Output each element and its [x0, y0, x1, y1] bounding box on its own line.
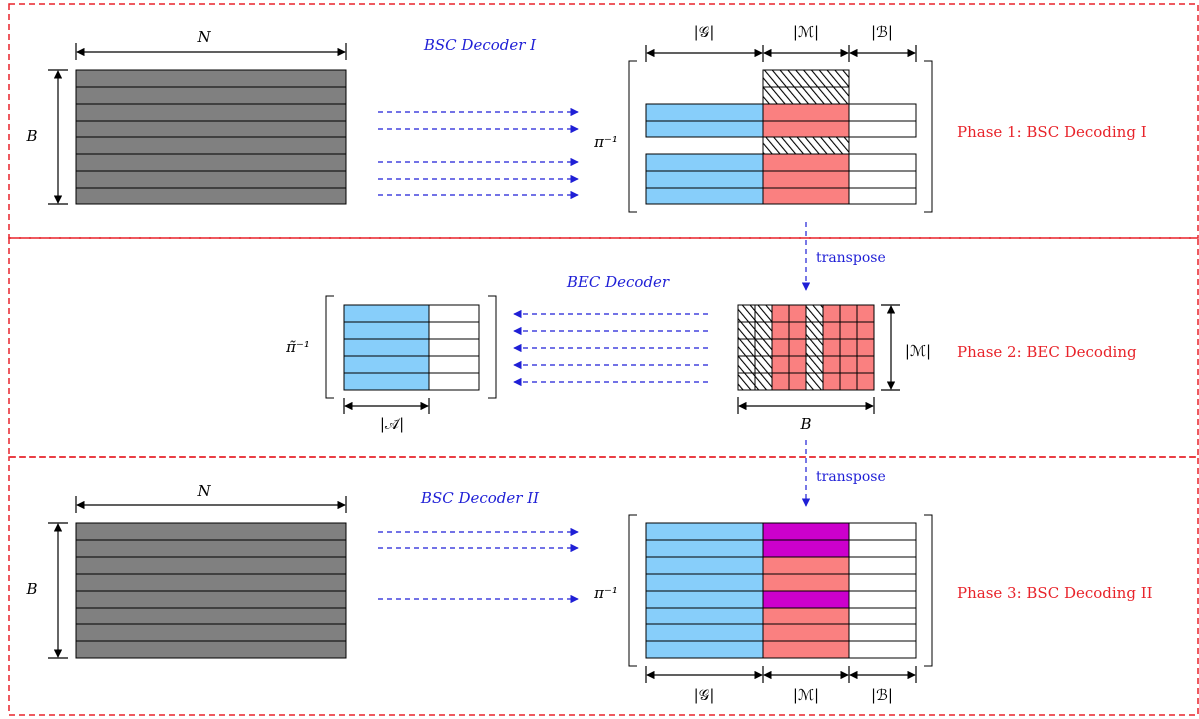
- phase-borders: [8, 3, 1199, 716]
- phase-3-dim-arrows: [48, 496, 347, 659]
- phase-1-input-block: [75, 69, 347, 205]
- phase-1-b-label: B: [25, 127, 37, 145]
- phase-1-permutation-label: π⁻¹: [593, 133, 618, 151]
- phase-1-border: [8, 3, 1199, 239]
- phase-3-permutation-label: π⁻¹: [593, 584, 618, 602]
- phase-2-height-dim: [881, 304, 900, 391]
- phase-3-border: [8, 456, 1199, 716]
- phase-2-label: Phase 2: BEC Decoding: [957, 343, 1137, 361]
- phase-3-n-label: N: [196, 482, 211, 500]
- phase-1: N B BSC Decoder I: [25, 23, 1147, 213]
- transpose-arrow-1: transpose: [801, 222, 886, 291]
- phase-3-decoder-label: BSC Decoder II: [420, 489, 540, 507]
- phase-2-matrix-brackets: [325, 295, 497, 399]
- phase-2-decoder-arrows: [513, 309, 708, 387]
- phase-2-input-block: [737, 304, 875, 391]
- phase-3-matrix-brackets: [628, 514, 933, 667]
- phase-1-bad-label: |ℬ|: [871, 23, 893, 41]
- phase-2-output-matrix: [343, 304, 480, 391]
- phase-3-input-block: [75, 522, 347, 659]
- phase-1-n-label: N: [196, 28, 211, 46]
- phase-3-b-label: B: [25, 580, 37, 598]
- phase-1-label: Phase 1: BSC Decoding I: [957, 123, 1147, 141]
- phase-1-decoder-label: BSC Decoder I: [423, 36, 537, 54]
- phase-2-bottom-dim: [737, 397, 875, 414]
- phase-3-middle-label: |ℳ|: [793, 686, 819, 704]
- phase-3-output-matrix: [645, 522, 917, 659]
- phase-2: π̃⁻¹ |𝒜̃| BEC Decoder: [285, 273, 1137, 433]
- phase-3-column-dims: [645, 666, 917, 683]
- phase-1-matrix-brackets: [628, 60, 933, 213]
- phase-2-width-label: |𝒜̃|: [380, 415, 404, 433]
- phase-1-dim-arrows: [48, 43, 347, 205]
- phase-1-middle-label: |ℳ|: [793, 23, 819, 41]
- phase-3-label: Phase 3: BSC Decoding II: [957, 584, 1153, 602]
- phase-1-output-matrix: [645, 69, 917, 205]
- transpose-label-2: transpose: [816, 469, 886, 485]
- phase-2-decoder-label: BEC Decoder: [566, 273, 670, 291]
- transpose-label-1: transpose: [816, 250, 886, 266]
- phase-2-bottom-label: B: [799, 415, 811, 433]
- phase-3-good-label: |𝒢|: [694, 686, 715, 704]
- phase-1-decoder-arrows: [378, 107, 579, 200]
- phase-2-width-dim: [343, 398, 430, 414]
- phase-3-decoder-arrows: [378, 527, 579, 604]
- phase-1-column-dims: [645, 45, 917, 62]
- phase-3-bad-label: |ℬ|: [871, 686, 893, 704]
- phase-1-good-label: |𝒢|: [694, 23, 715, 41]
- phase-2-permutation-label: π̃⁻¹: [285, 338, 310, 356]
- phase-2-height-label: |ℳ|: [905, 342, 931, 360]
- phase-3: N B BSC Decoder II π⁻¹: [25, 482, 1152, 704]
- transpose-arrow-2: transpose: [801, 440, 886, 507]
